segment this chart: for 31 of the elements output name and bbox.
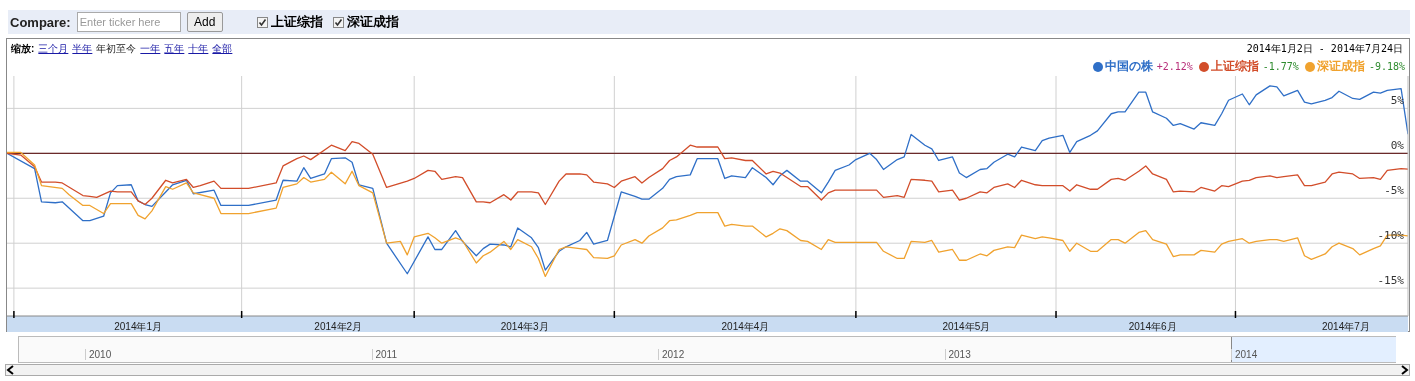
text: 深证成指: [346, 14, 399, 29]
text: 年初至今: [96, 42, 137, 56]
text: 上证综指: [270, 14, 323, 29]
legend-label: 上证综指: [1210, 58, 1259, 75]
text: 缩放:: [11, 42, 35, 56]
x-tick-label: 2014年2月: [314, 321, 363, 332]
x-tick-label: 2014年4月: [721, 321, 770, 332]
text: 十年: [188, 42, 209, 56]
y-tick-label: -15%: [1377, 274, 1405, 288]
x-tick-label: 2014年3月: [500, 321, 549, 332]
x-tick-label: 2014年5月: [942, 321, 991, 332]
text: -9.18%: [1368, 61, 1405, 72]
text: 2014年1月2日 - 2014年7月24日: [1246, 42, 1403, 56]
y-tick-label: -5%: [1384, 184, 1405, 198]
text: 半年: [72, 42, 93, 56]
add-button: Add: [186, 12, 223, 32]
y-tick-label: 0%: [1390, 139, 1405, 153]
text: 一年: [140, 42, 161, 56]
navigator-strip: 2010 2011 2012 2013 2014: [18, 336, 1396, 363]
text: 五年: [164, 42, 185, 56]
legend-label: 中国の株: [1104, 58, 1153, 75]
legend-label: 深证成指: [1316, 58, 1365, 75]
x-tick-label: 2014年7月: [1321, 321, 1370, 332]
x-tick-label: 2014年1月: [114, 321, 163, 332]
text-field: Enter ticker here: [76, 12, 181, 32]
text: 全部: [212, 42, 233, 56]
x-tick-label: 2014年6月: [1128, 321, 1177, 332]
text: +2.12%: [1156, 61, 1193, 72]
text: -1.77%: [1262, 61, 1299, 72]
text: Compare:: [10, 14, 71, 30]
text: 三个月: [38, 42, 69, 56]
